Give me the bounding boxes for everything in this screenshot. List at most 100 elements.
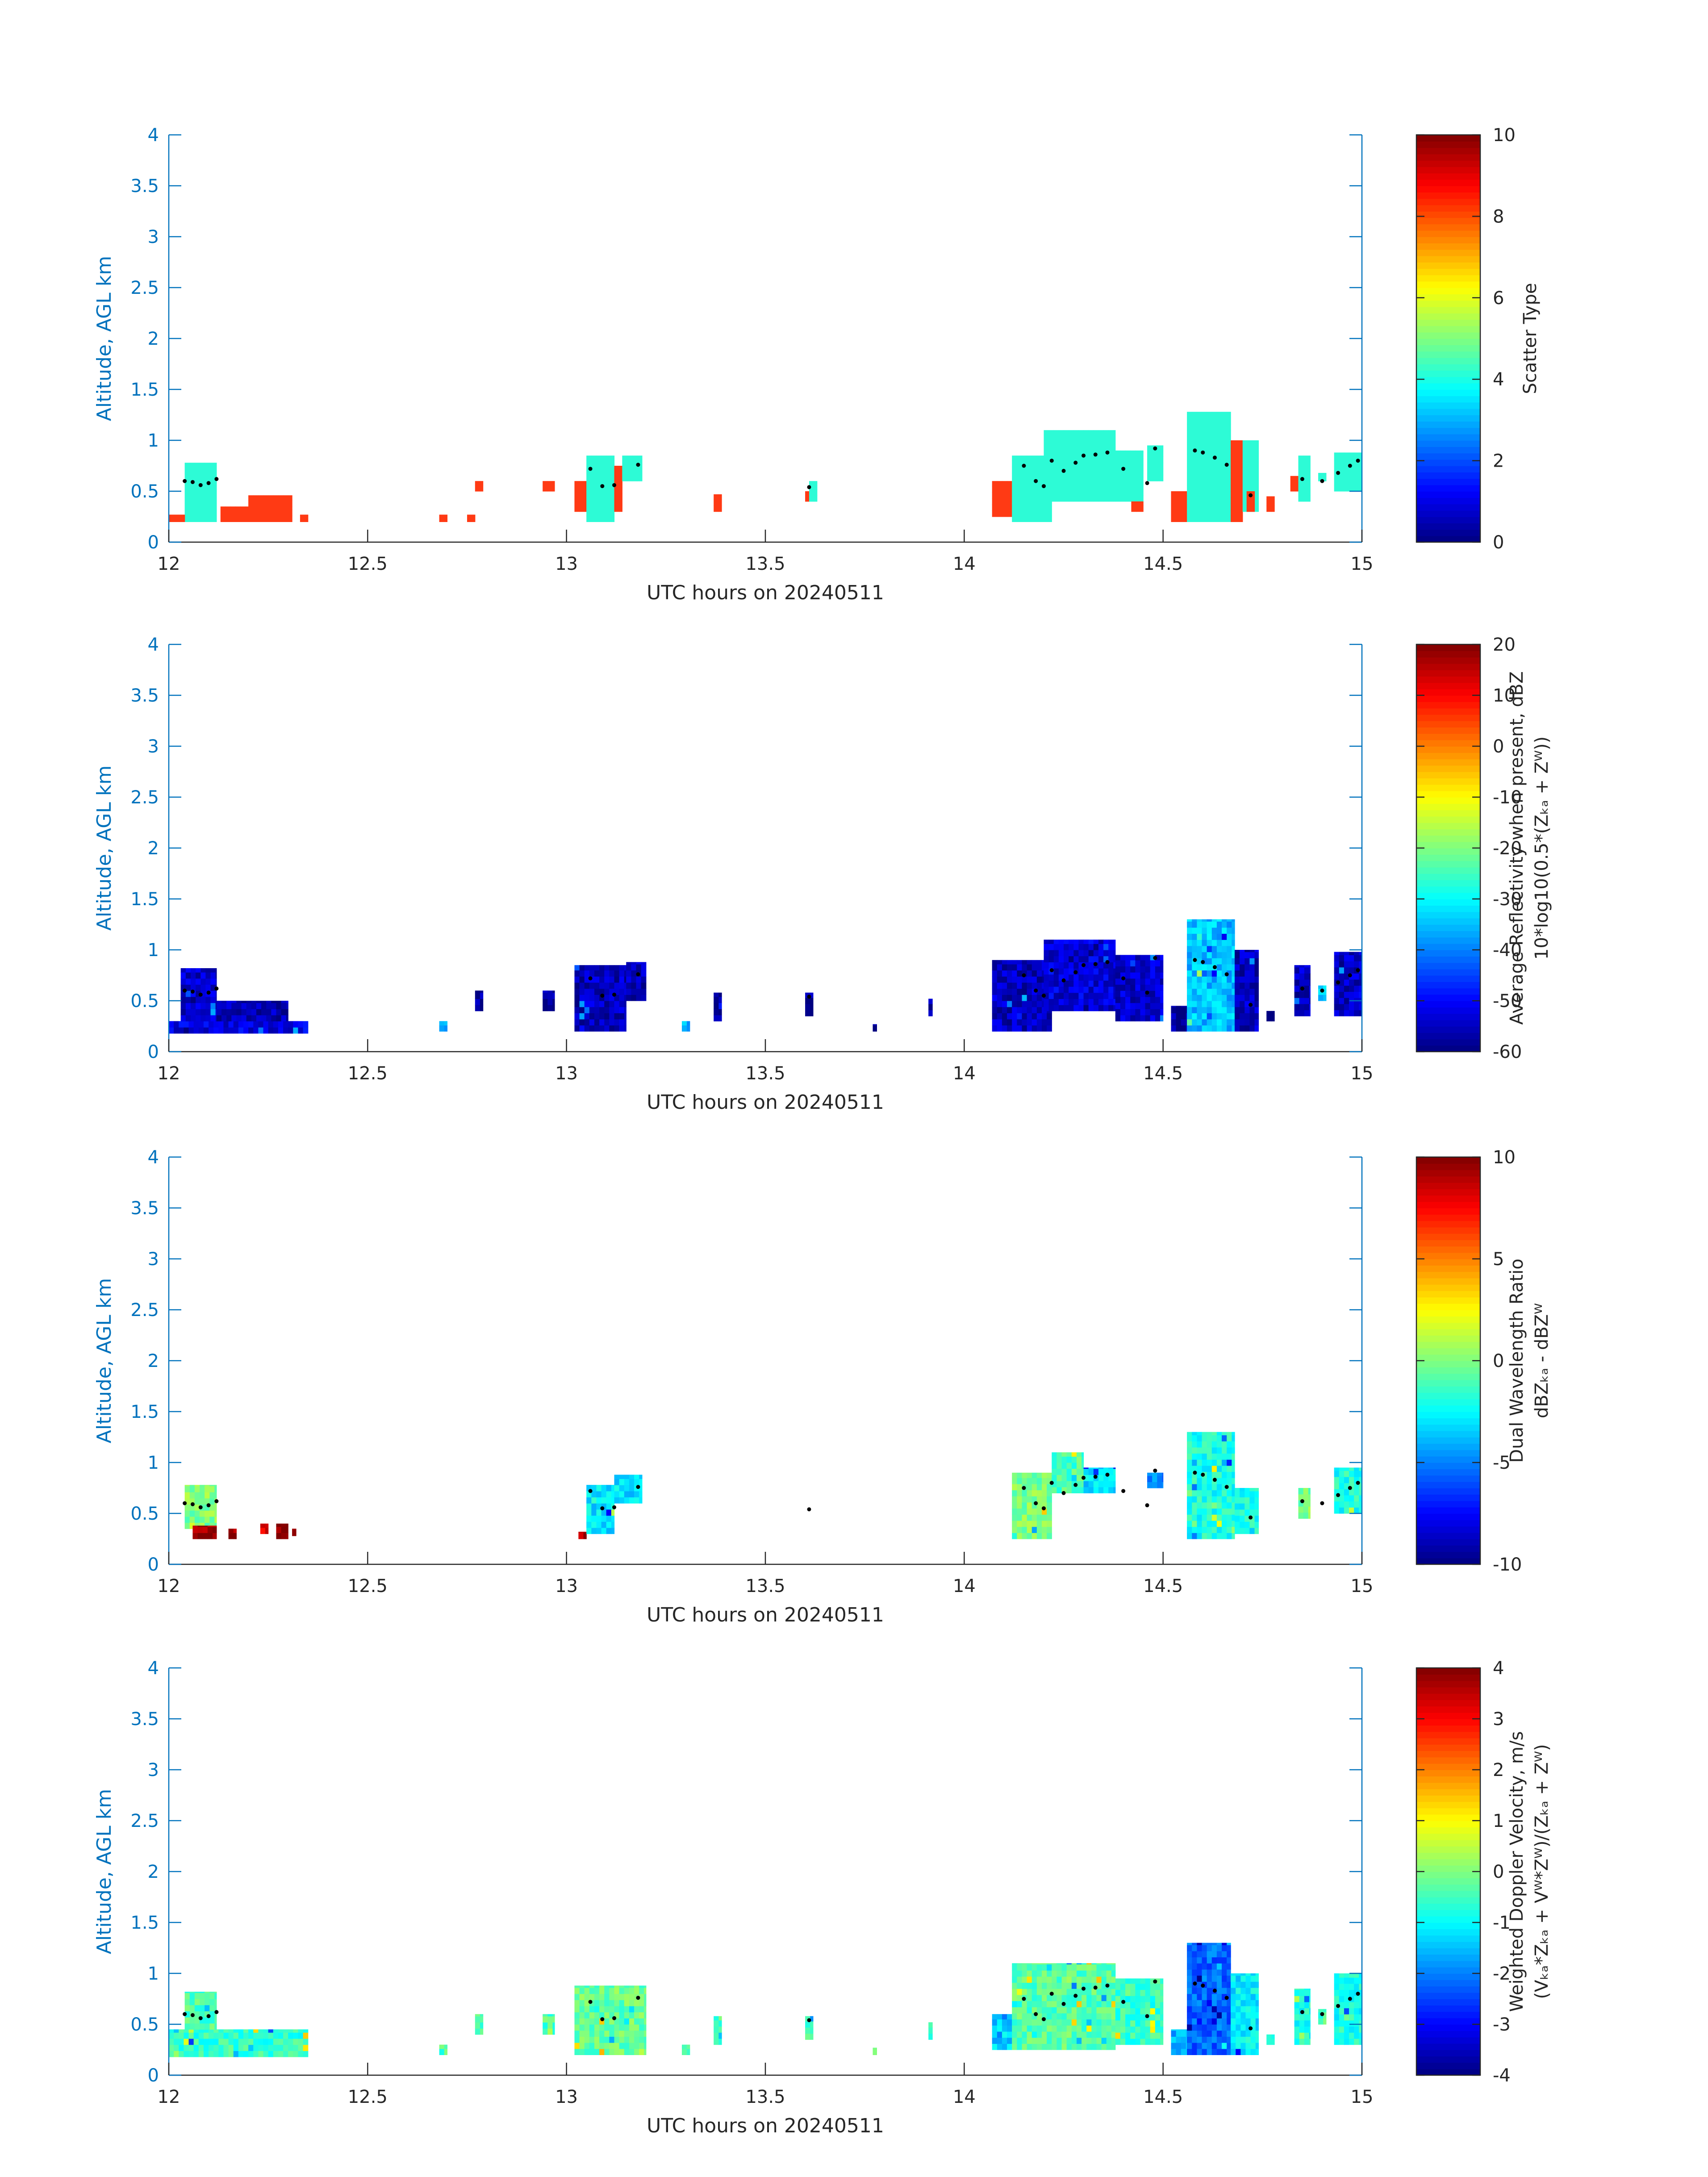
data-cell xyxy=(1036,2037,1042,2044)
data-cell xyxy=(1115,464,1121,471)
data-cell xyxy=(1140,996,1146,1003)
data-cell xyxy=(184,2032,189,2039)
data-cell xyxy=(1083,986,1089,993)
data-cell xyxy=(285,515,291,522)
data-cell xyxy=(594,1993,600,2000)
data-cell xyxy=(1349,955,1354,961)
data-cell xyxy=(1106,2007,1112,2014)
data-cell xyxy=(594,1019,600,1026)
data-cell xyxy=(1249,1509,1255,1516)
data-cell xyxy=(586,1509,592,1516)
data-cell xyxy=(273,2029,279,2033)
data-cell xyxy=(1093,1467,1099,1469)
data-cell xyxy=(1359,479,1362,485)
data-cell xyxy=(1071,2007,1077,2014)
data-cell xyxy=(1234,958,1240,965)
data-cell xyxy=(1222,1951,1227,1958)
data-cell xyxy=(547,2028,553,2035)
data-cell xyxy=(1017,1019,1023,1026)
data-cell xyxy=(233,2029,239,2033)
data-cell xyxy=(260,510,266,516)
data-cell xyxy=(1216,485,1222,492)
data-cell xyxy=(619,2043,625,2049)
data-cell xyxy=(214,463,217,467)
data-cell xyxy=(190,990,196,997)
data-cell xyxy=(1076,2001,1082,2007)
colorbar-segment xyxy=(1416,1763,1480,1770)
data-cell xyxy=(1216,1987,1222,1994)
data-cell xyxy=(209,510,215,516)
data-cell xyxy=(1197,1432,1203,1436)
data-cell xyxy=(1227,1001,1232,1007)
data-cell xyxy=(1103,940,1109,944)
data-cell xyxy=(1308,477,1311,484)
data-cell xyxy=(1042,2019,1047,2026)
data-cell xyxy=(1207,442,1212,449)
data-cell xyxy=(1125,477,1131,484)
data-cell xyxy=(1150,1003,1156,1009)
data-cell xyxy=(1187,503,1192,510)
data-cell xyxy=(1202,1943,1207,1945)
data-cell xyxy=(599,1013,605,1020)
data-cell xyxy=(1232,927,1235,934)
data-cell xyxy=(1086,1970,1092,1977)
data-cell xyxy=(619,1007,625,1013)
data-cell xyxy=(1254,1509,1259,1516)
data-cell xyxy=(1359,2020,1362,2027)
data-cell xyxy=(1245,1973,1251,1976)
data-cell xyxy=(1232,976,1235,983)
data-cell xyxy=(584,2024,590,2031)
data-cell xyxy=(205,1009,211,1015)
data-cell xyxy=(1036,1472,1042,1478)
x-tick-label: 15 xyxy=(1351,554,1374,574)
data-cell xyxy=(1103,434,1109,441)
data-cell xyxy=(714,494,719,500)
data-cell xyxy=(184,2029,189,2033)
data-cell xyxy=(1064,944,1069,950)
data-cell xyxy=(1053,974,1059,981)
data-cell xyxy=(639,2000,644,2006)
data-cell xyxy=(1234,1515,1240,1522)
cloud-base-dot xyxy=(1022,464,1026,468)
data-cell xyxy=(1106,2025,1112,2032)
data-cell xyxy=(1207,1943,1212,1945)
data-cell xyxy=(1294,2014,1300,2021)
cloud-base-dot xyxy=(1093,962,1098,966)
data-cell xyxy=(604,1013,610,1020)
data-cell xyxy=(1071,2037,1077,2044)
colorbar-segment xyxy=(1416,2056,1480,2063)
data-cell xyxy=(1044,950,1049,957)
data-cell xyxy=(714,505,719,512)
data-cell xyxy=(1093,464,1099,471)
data-cell xyxy=(599,982,605,989)
colorbar-segment xyxy=(1416,440,1480,447)
data-cell xyxy=(606,460,612,467)
data-cell xyxy=(1254,988,1259,995)
data-cell xyxy=(303,2051,309,2057)
data-cell xyxy=(1083,489,1089,496)
data-cell xyxy=(1103,1005,1109,1011)
data-cell xyxy=(1113,459,1116,465)
data-cell xyxy=(1207,1459,1212,1466)
data-cell xyxy=(263,2029,269,2033)
data-cell xyxy=(552,992,555,999)
data-cell xyxy=(873,1025,877,1032)
data-cell xyxy=(1171,2036,1177,2043)
data-cell xyxy=(1022,515,1027,522)
data-cell xyxy=(258,2029,264,2033)
data-cell xyxy=(1236,454,1241,461)
data-cell xyxy=(599,988,605,995)
data-cell xyxy=(1227,515,1231,522)
data-cell xyxy=(604,994,610,1001)
data-cell xyxy=(1061,2007,1067,2014)
data-cell xyxy=(1257,444,1259,451)
data-cell xyxy=(629,1985,635,1988)
data-cell xyxy=(256,1001,262,1003)
data-cell xyxy=(614,965,620,971)
data-cell xyxy=(1071,1964,1077,1971)
data-cell xyxy=(1299,2014,1305,2021)
data-cell xyxy=(1197,1496,1203,1503)
data-cell xyxy=(1022,2013,1027,2020)
data-cell xyxy=(1211,1943,1217,1945)
data-cell xyxy=(1098,440,1104,447)
